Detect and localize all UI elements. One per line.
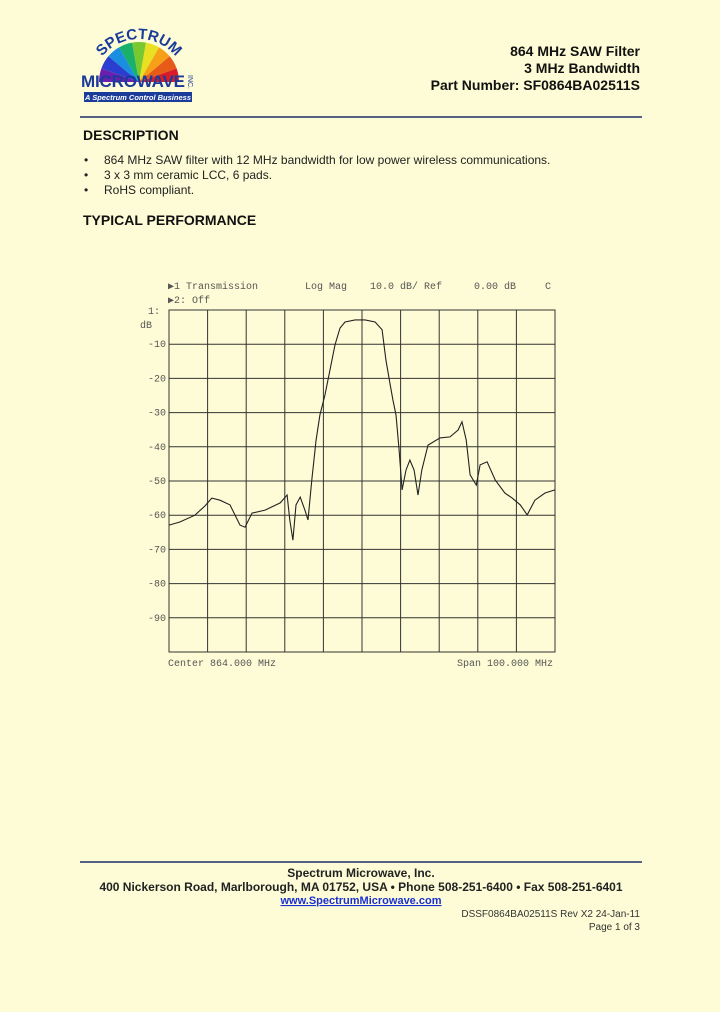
y-tick-label: -10 <box>148 340 166 351</box>
logo-wedge <box>99 68 139 82</box>
logo-wedge <box>101 56 139 82</box>
y-label: dB <box>140 320 152 332</box>
footer-address: 400 Nickerson Road, Marlborough, MA 0175… <box>99 880 622 894</box>
x-left-label: Center 864.000 MHz <box>168 659 276 670</box>
bullet: • <box>84 153 88 167</box>
footer-company: Spectrum Microwave, Inc. <box>287 866 434 880</box>
y-tick-label: -50 <box>148 477 166 488</box>
bullet-text: 864 MHz SAW filter with 12 MHz bandwidth… <box>104 153 550 167</box>
logo-band <box>84 92 192 102</box>
x-right-label: Span 100.000 MHz <box>457 659 553 670</box>
logo-inc: INC. <box>186 75 193 89</box>
doc-id: DSSF0864BA02511S Rev X2 24-Jan-11 <box>461 909 640 920</box>
y-tick-label: -90 <box>148 614 166 625</box>
y-tick-label: -30 <box>148 409 166 420</box>
trace-header: Log Mag <box>305 282 347 293</box>
y-tick-label: -20 <box>148 374 166 385</box>
y-tick-label: -80 <box>148 580 166 591</box>
trace2: ▶2: Off <box>168 295 210 307</box>
bullet-text: RoHS compliant. <box>104 183 194 197</box>
logo-wedge <box>108 47 139 82</box>
footer-link[interactable]: www.SpectrumMicrowave.com <box>280 895 442 907</box>
bullet-text: 3 x 3 mm ceramic LCC, 6 pads. <box>104 168 272 182</box>
trace-header: 0.00 dB <box>474 281 516 293</box>
trace-line <box>168 319 556 541</box>
title-line: Part Number: SF0864BA02511S <box>431 77 640 93</box>
y-tick-label: -70 <box>148 545 166 556</box>
trace-header: 10.0 dB/ Ref <box>370 281 442 293</box>
logo-wedge <box>139 68 179 82</box>
logo-wedge <box>139 42 159 82</box>
logo: SPECTRUM MICROWAVE INC. A Spectrum Contr… <box>81 26 193 102</box>
logo-wedge <box>139 56 177 82</box>
y-tick-label: -60 <box>148 511 166 522</box>
logo-tagline: A Spectrum Control Business <box>84 93 191 102</box>
bullet: • <box>84 168 88 182</box>
logo-wedge <box>132 42 146 82</box>
logo-wedge <box>119 42 139 82</box>
title-line: 3 MHz Bandwidth <box>524 60 640 76</box>
trace-header: ▶1 Transmission <box>168 281 258 293</box>
section-heading: TYPICAL PERFORMANCE <box>83 212 256 228</box>
y-tick-label: -40 <box>148 443 166 454</box>
section-heading: DESCRIPTION <box>83 127 179 143</box>
y-marker: 1: <box>148 307 160 318</box>
logo-wedge <box>139 47 170 82</box>
logo-sub: MICROWAVE <box>81 72 185 91</box>
bullet: • <box>84 183 88 197</box>
title-line: 864 MHz SAW Filter <box>510 43 640 59</box>
page-number: Page 1 of 3 <box>589 922 641 933</box>
trace-header: C <box>545 282 551 293</box>
chart: ▶1 Transmission Log Mag 10.0 dB/ Ref 0.0… <box>140 281 556 670</box>
